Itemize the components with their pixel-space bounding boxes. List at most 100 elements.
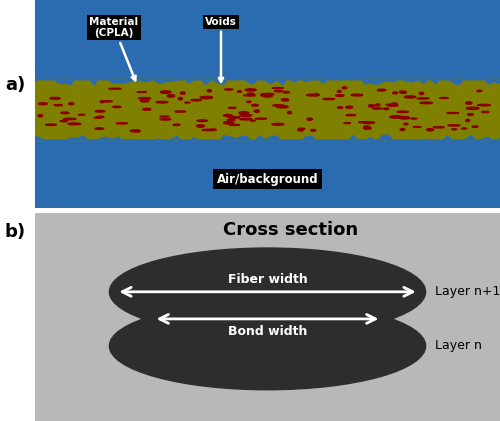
Ellipse shape bbox=[100, 101, 104, 103]
Ellipse shape bbox=[399, 117, 409, 119]
Ellipse shape bbox=[346, 115, 356, 116]
Ellipse shape bbox=[228, 107, 236, 109]
Ellipse shape bbox=[392, 103, 397, 104]
Ellipse shape bbox=[307, 118, 312, 120]
Ellipse shape bbox=[134, 130, 140, 132]
Ellipse shape bbox=[272, 123, 284, 125]
Text: Layer n+1: Layer n+1 bbox=[435, 285, 500, 298]
Ellipse shape bbox=[323, 99, 334, 100]
Ellipse shape bbox=[273, 105, 283, 106]
Ellipse shape bbox=[68, 123, 81, 125]
Ellipse shape bbox=[69, 123, 76, 125]
Ellipse shape bbox=[392, 92, 398, 94]
Ellipse shape bbox=[228, 117, 239, 118]
Ellipse shape bbox=[156, 101, 168, 103]
Ellipse shape bbox=[252, 104, 258, 106]
Ellipse shape bbox=[167, 95, 174, 97]
Ellipse shape bbox=[262, 95, 272, 97]
Ellipse shape bbox=[239, 112, 249, 114]
Ellipse shape bbox=[95, 110, 105, 112]
Ellipse shape bbox=[413, 127, 421, 128]
Ellipse shape bbox=[311, 129, 316, 131]
Ellipse shape bbox=[254, 110, 259, 112]
Ellipse shape bbox=[376, 104, 380, 106]
Ellipse shape bbox=[142, 108, 151, 110]
Ellipse shape bbox=[433, 127, 444, 128]
Ellipse shape bbox=[38, 115, 42, 117]
Ellipse shape bbox=[200, 96, 212, 99]
Ellipse shape bbox=[210, 129, 216, 131]
Ellipse shape bbox=[101, 101, 112, 102]
Ellipse shape bbox=[130, 130, 136, 132]
Ellipse shape bbox=[306, 94, 320, 96]
Ellipse shape bbox=[282, 99, 288, 101]
Ellipse shape bbox=[368, 105, 374, 107]
Ellipse shape bbox=[372, 108, 382, 109]
Ellipse shape bbox=[140, 100, 149, 102]
Ellipse shape bbox=[228, 119, 235, 121]
Ellipse shape bbox=[238, 91, 242, 92]
Ellipse shape bbox=[283, 91, 290, 93]
Ellipse shape bbox=[175, 111, 186, 112]
Ellipse shape bbox=[137, 92, 146, 93]
Ellipse shape bbox=[420, 102, 432, 104]
Ellipse shape bbox=[256, 118, 266, 119]
Ellipse shape bbox=[116, 123, 128, 124]
Ellipse shape bbox=[94, 117, 102, 118]
Ellipse shape bbox=[160, 116, 170, 117]
Ellipse shape bbox=[185, 102, 190, 103]
Ellipse shape bbox=[247, 101, 251, 103]
Ellipse shape bbox=[109, 88, 122, 89]
Ellipse shape bbox=[298, 130, 304, 131]
Ellipse shape bbox=[160, 91, 171, 93]
Ellipse shape bbox=[60, 120, 68, 122]
Ellipse shape bbox=[173, 124, 180, 125]
Text: b): b) bbox=[5, 223, 26, 241]
Ellipse shape bbox=[336, 95, 344, 96]
Ellipse shape bbox=[224, 122, 234, 124]
Ellipse shape bbox=[288, 112, 292, 114]
Ellipse shape bbox=[404, 96, 415, 98]
Ellipse shape bbox=[314, 93, 318, 96]
Ellipse shape bbox=[400, 91, 406, 93]
Ellipse shape bbox=[245, 89, 256, 91]
Ellipse shape bbox=[472, 126, 478, 127]
Ellipse shape bbox=[178, 97, 182, 100]
Text: Cross section: Cross section bbox=[223, 221, 358, 239]
Ellipse shape bbox=[386, 104, 394, 105]
Ellipse shape bbox=[397, 111, 408, 112]
Ellipse shape bbox=[78, 114, 85, 115]
Ellipse shape bbox=[276, 106, 288, 108]
Ellipse shape bbox=[262, 93, 274, 95]
Ellipse shape bbox=[466, 102, 472, 104]
Ellipse shape bbox=[298, 128, 305, 130]
Ellipse shape bbox=[110, 248, 426, 336]
Ellipse shape bbox=[364, 127, 371, 129]
Ellipse shape bbox=[46, 124, 56, 125]
Ellipse shape bbox=[364, 126, 370, 128]
Ellipse shape bbox=[338, 91, 341, 92]
Ellipse shape bbox=[138, 98, 151, 99]
Text: Material
(CPLA): Material (CPLA) bbox=[90, 17, 138, 80]
Ellipse shape bbox=[359, 122, 367, 123]
Ellipse shape bbox=[38, 103, 48, 105]
Ellipse shape bbox=[440, 98, 448, 99]
Ellipse shape bbox=[50, 97, 60, 99]
Ellipse shape bbox=[240, 118, 252, 120]
Ellipse shape bbox=[417, 98, 429, 99]
Ellipse shape bbox=[180, 92, 185, 94]
Ellipse shape bbox=[448, 125, 460, 126]
Ellipse shape bbox=[68, 103, 74, 105]
Ellipse shape bbox=[274, 91, 283, 92]
Ellipse shape bbox=[240, 115, 252, 117]
Ellipse shape bbox=[400, 128, 405, 131]
Ellipse shape bbox=[230, 124, 239, 125]
Ellipse shape bbox=[468, 114, 473, 115]
Ellipse shape bbox=[342, 87, 347, 89]
Ellipse shape bbox=[446, 112, 458, 114]
Ellipse shape bbox=[346, 106, 352, 108]
Text: Layer n: Layer n bbox=[435, 339, 482, 352]
Ellipse shape bbox=[160, 119, 171, 120]
Ellipse shape bbox=[452, 129, 457, 130]
Ellipse shape bbox=[255, 110, 260, 112]
